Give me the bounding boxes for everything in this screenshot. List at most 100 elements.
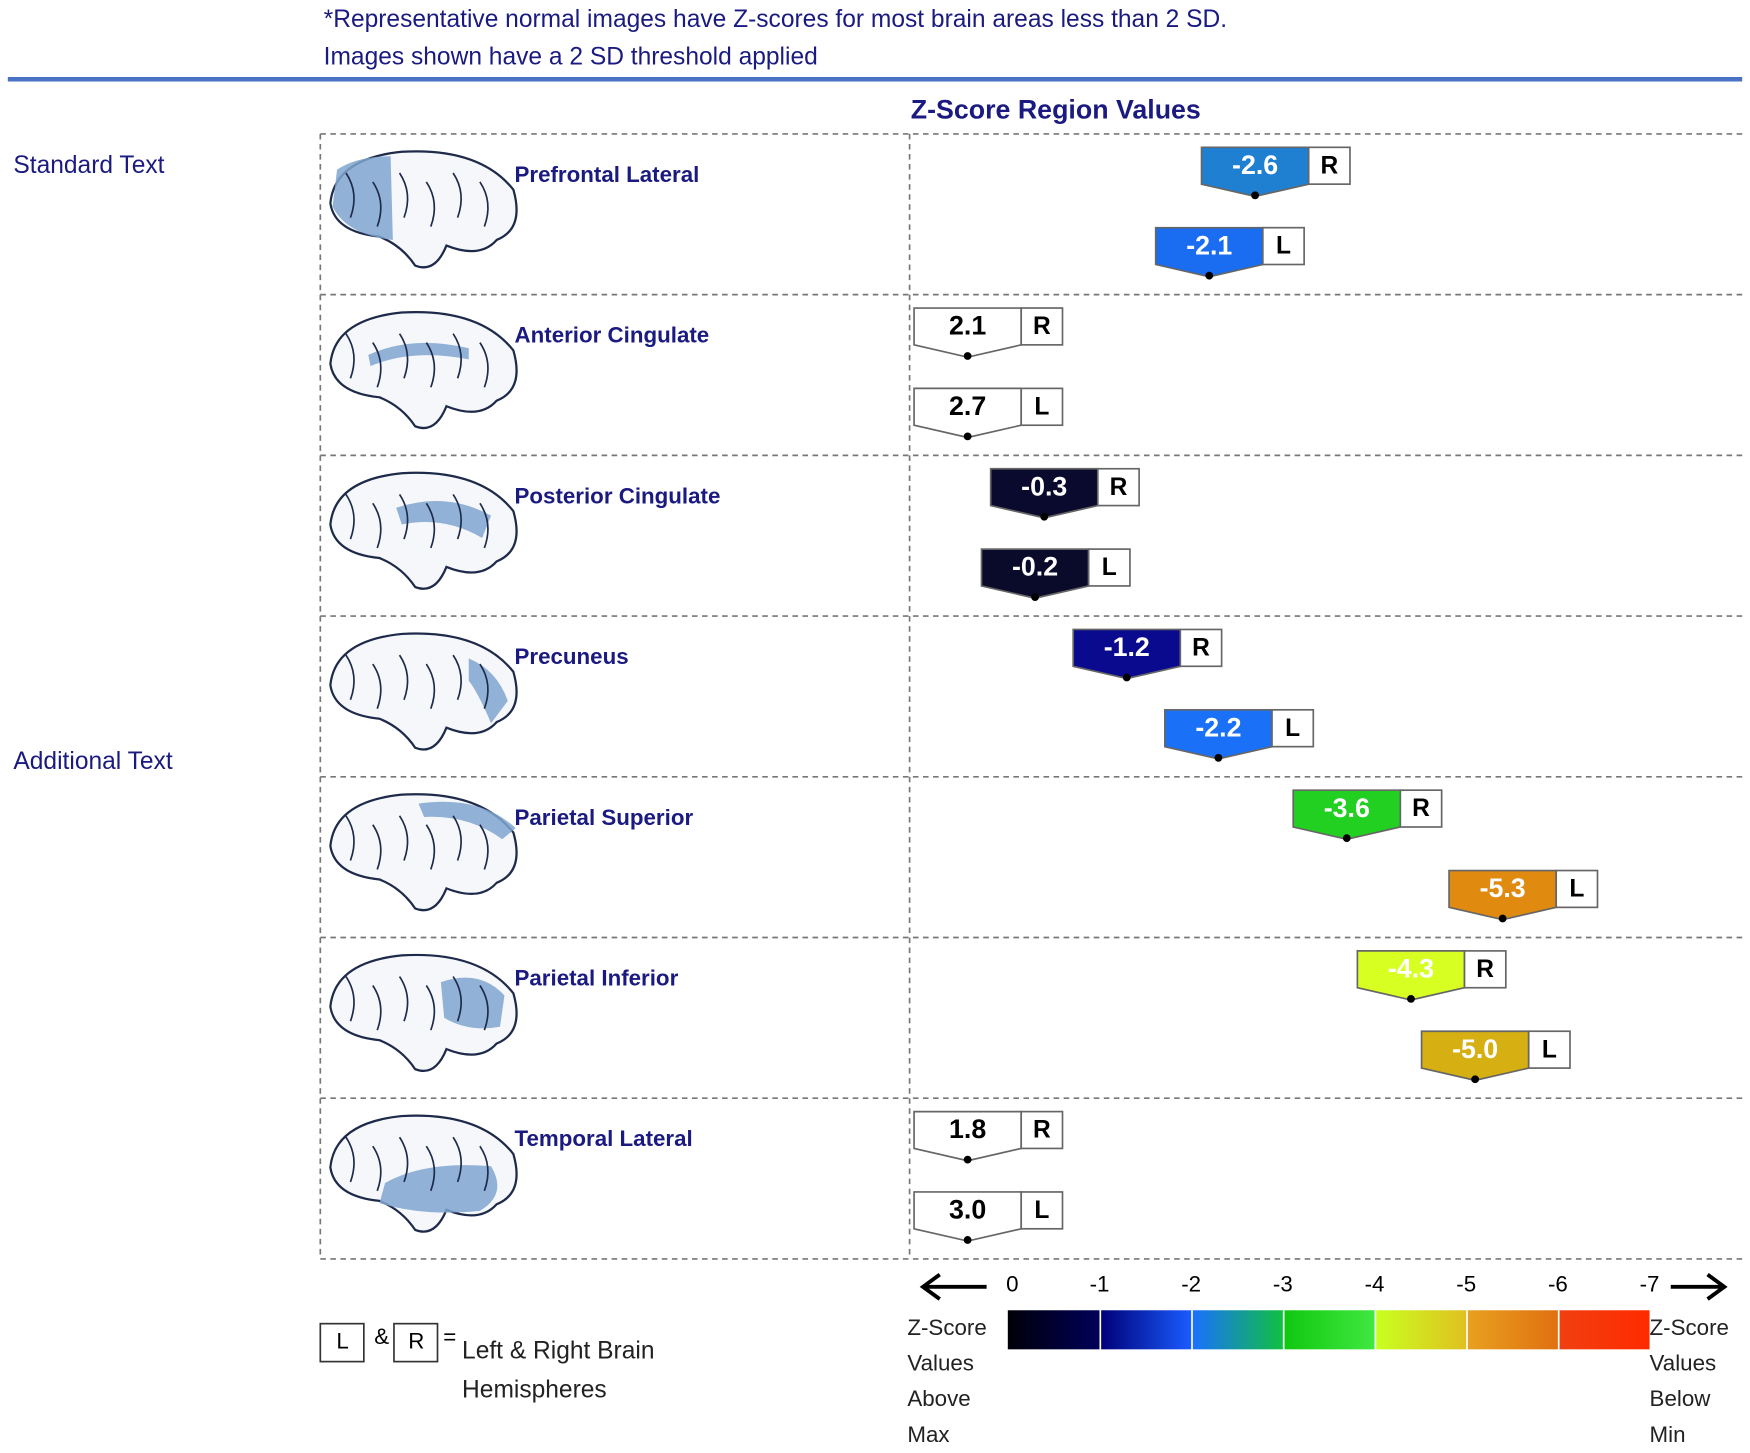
value-label: 2.1 (949, 311, 986, 341)
legend-box (319, 1322, 365, 1363)
x-tick-label: -5 (1456, 1272, 1476, 1297)
value-label: -5.0 (1452, 1034, 1498, 1064)
brain-fold (398, 1136, 409, 1183)
z-marker: 1.8 R (913, 1110, 1064, 1164)
z-marker: 3.0 L (913, 1191, 1064, 1244)
hemisphere-label: R (1033, 1117, 1051, 1144)
colorbar-segment (1376, 1310, 1467, 1350)
hemisphere-box (1555, 869, 1599, 909)
brain-fold (398, 493, 409, 540)
brain-fold (372, 502, 382, 549)
hemisphere-label: R (1412, 795, 1430, 822)
legend-and: & (374, 1324, 389, 1349)
brain-fold (345, 493, 355, 540)
brain-icon (329, 793, 518, 912)
x-tick-label: -6 (1548, 1272, 1568, 1297)
brain-outline (329, 310, 518, 430)
hemisphere-label: R (1320, 152, 1338, 179)
brain-fold (372, 824, 382, 870)
hemisphere-label: L (1542, 1036, 1557, 1063)
brain-fold (452, 333, 462, 379)
marker-dot (1471, 1075, 1480, 1084)
brain-fold (372, 1145, 382, 1192)
legend-label: L (336, 1329, 348, 1354)
legend-box (393, 1322, 439, 1363)
hemisphere-label: R (1110, 474, 1128, 501)
hemisphere-label: L (1569, 876, 1584, 903)
brain-fold (345, 172, 355, 218)
region-label: Precuneus (514, 645, 629, 670)
marker-dot (1342, 834, 1351, 843)
value-label: -0.3 (1021, 471, 1067, 501)
brain-icon (329, 471, 518, 590)
region-label: Posterior Cingulate (514, 484, 721, 509)
marker-dot (1407, 994, 1415, 1003)
value-label: -2.1 (1186, 230, 1232, 260)
brain-fold (425, 1145, 436, 1192)
brain-outline (329, 471, 518, 590)
brain-fold (452, 976, 462, 1022)
marker-body (1420, 1030, 1530, 1082)
marker-dot (963, 352, 972, 360)
marker-dot (1122, 673, 1131, 682)
marker-body (1356, 950, 1466, 1001)
marker-dot (1031, 593, 1039, 602)
z-marker: -5.3 L (1448, 869, 1599, 923)
hemisphere-label: R (1192, 634, 1210, 661)
value-label: 1.8 (949, 1114, 986, 1144)
z-marker: -2.6 R (1200, 146, 1351, 200)
brain-icon (329, 150, 518, 269)
hemisphere-box (1463, 950, 1507, 989)
marker-body (980, 548, 1090, 600)
brain-region (332, 156, 393, 240)
brain-fold (398, 172, 409, 218)
value-label: -0.2 (1012, 552, 1058, 582)
marker-body (913, 307, 1023, 359)
region-label: Parietal Inferior (514, 966, 679, 992)
brain-icon (329, 310, 518, 430)
brain-fold (372, 985, 382, 1031)
marker-body (913, 1110, 1023, 1162)
brain-fold (425, 181, 436, 227)
hemisphere-box (1261, 226, 1305, 266)
legend-text: Left & Right Brain Hemispheres (462, 1335, 655, 1403)
brain-fold (452, 1136, 462, 1183)
value-label: -4.3 (1388, 954, 1434, 984)
marker-dot (1205, 271, 1214, 280)
x-tick-label: -2 (1181, 1272, 1201, 1297)
hemisphere-box (1271, 708, 1315, 748)
region-label: Parietal Superior (514, 805, 694, 831)
marker-body (989, 467, 1099, 519)
brain-fold (479, 502, 489, 549)
brain-region (368, 342, 469, 367)
brain-region (418, 801, 516, 840)
brain-icon (329, 953, 518, 1072)
brain-fold (452, 172, 462, 218)
hemisphere-box (1020, 1110, 1064, 1150)
brain-fold (425, 342, 436, 388)
z-marker: -3.6 R (1292, 789, 1443, 843)
value-label: -2.2 (1195, 712, 1241, 742)
brain-fold (372, 342, 382, 388)
marker-body (1072, 628, 1182, 680)
x-tick-label: -1 (1090, 1272, 1110, 1297)
region-label: Prefrontal Lateral (514, 162, 700, 188)
z-marker: -2.2 L (1164, 708, 1315, 762)
hemisphere-label: R (1033, 313, 1051, 340)
marker-dot (963, 1236, 972, 1244)
marker-body (1292, 789, 1402, 841)
value-label: 2.7 (949, 391, 986, 421)
brain-fold (398, 815, 409, 861)
brain-fold (452, 493, 462, 540)
z-marker: -2.1 L (1154, 226, 1305, 280)
marker-body (913, 1191, 1023, 1242)
value-label: -2.6 (1232, 150, 1278, 180)
z-marker: -4.3 R (1356, 950, 1507, 1003)
hemisphere-box (1087, 548, 1131, 587)
brain-fold (398, 976, 409, 1022)
marker-dot (963, 432, 972, 441)
marker-body (1164, 708, 1273, 760)
colorbar-label: Z-Score Values Below Min (1649, 1315, 1729, 1448)
hemisphere-label: L (1276, 233, 1291, 260)
